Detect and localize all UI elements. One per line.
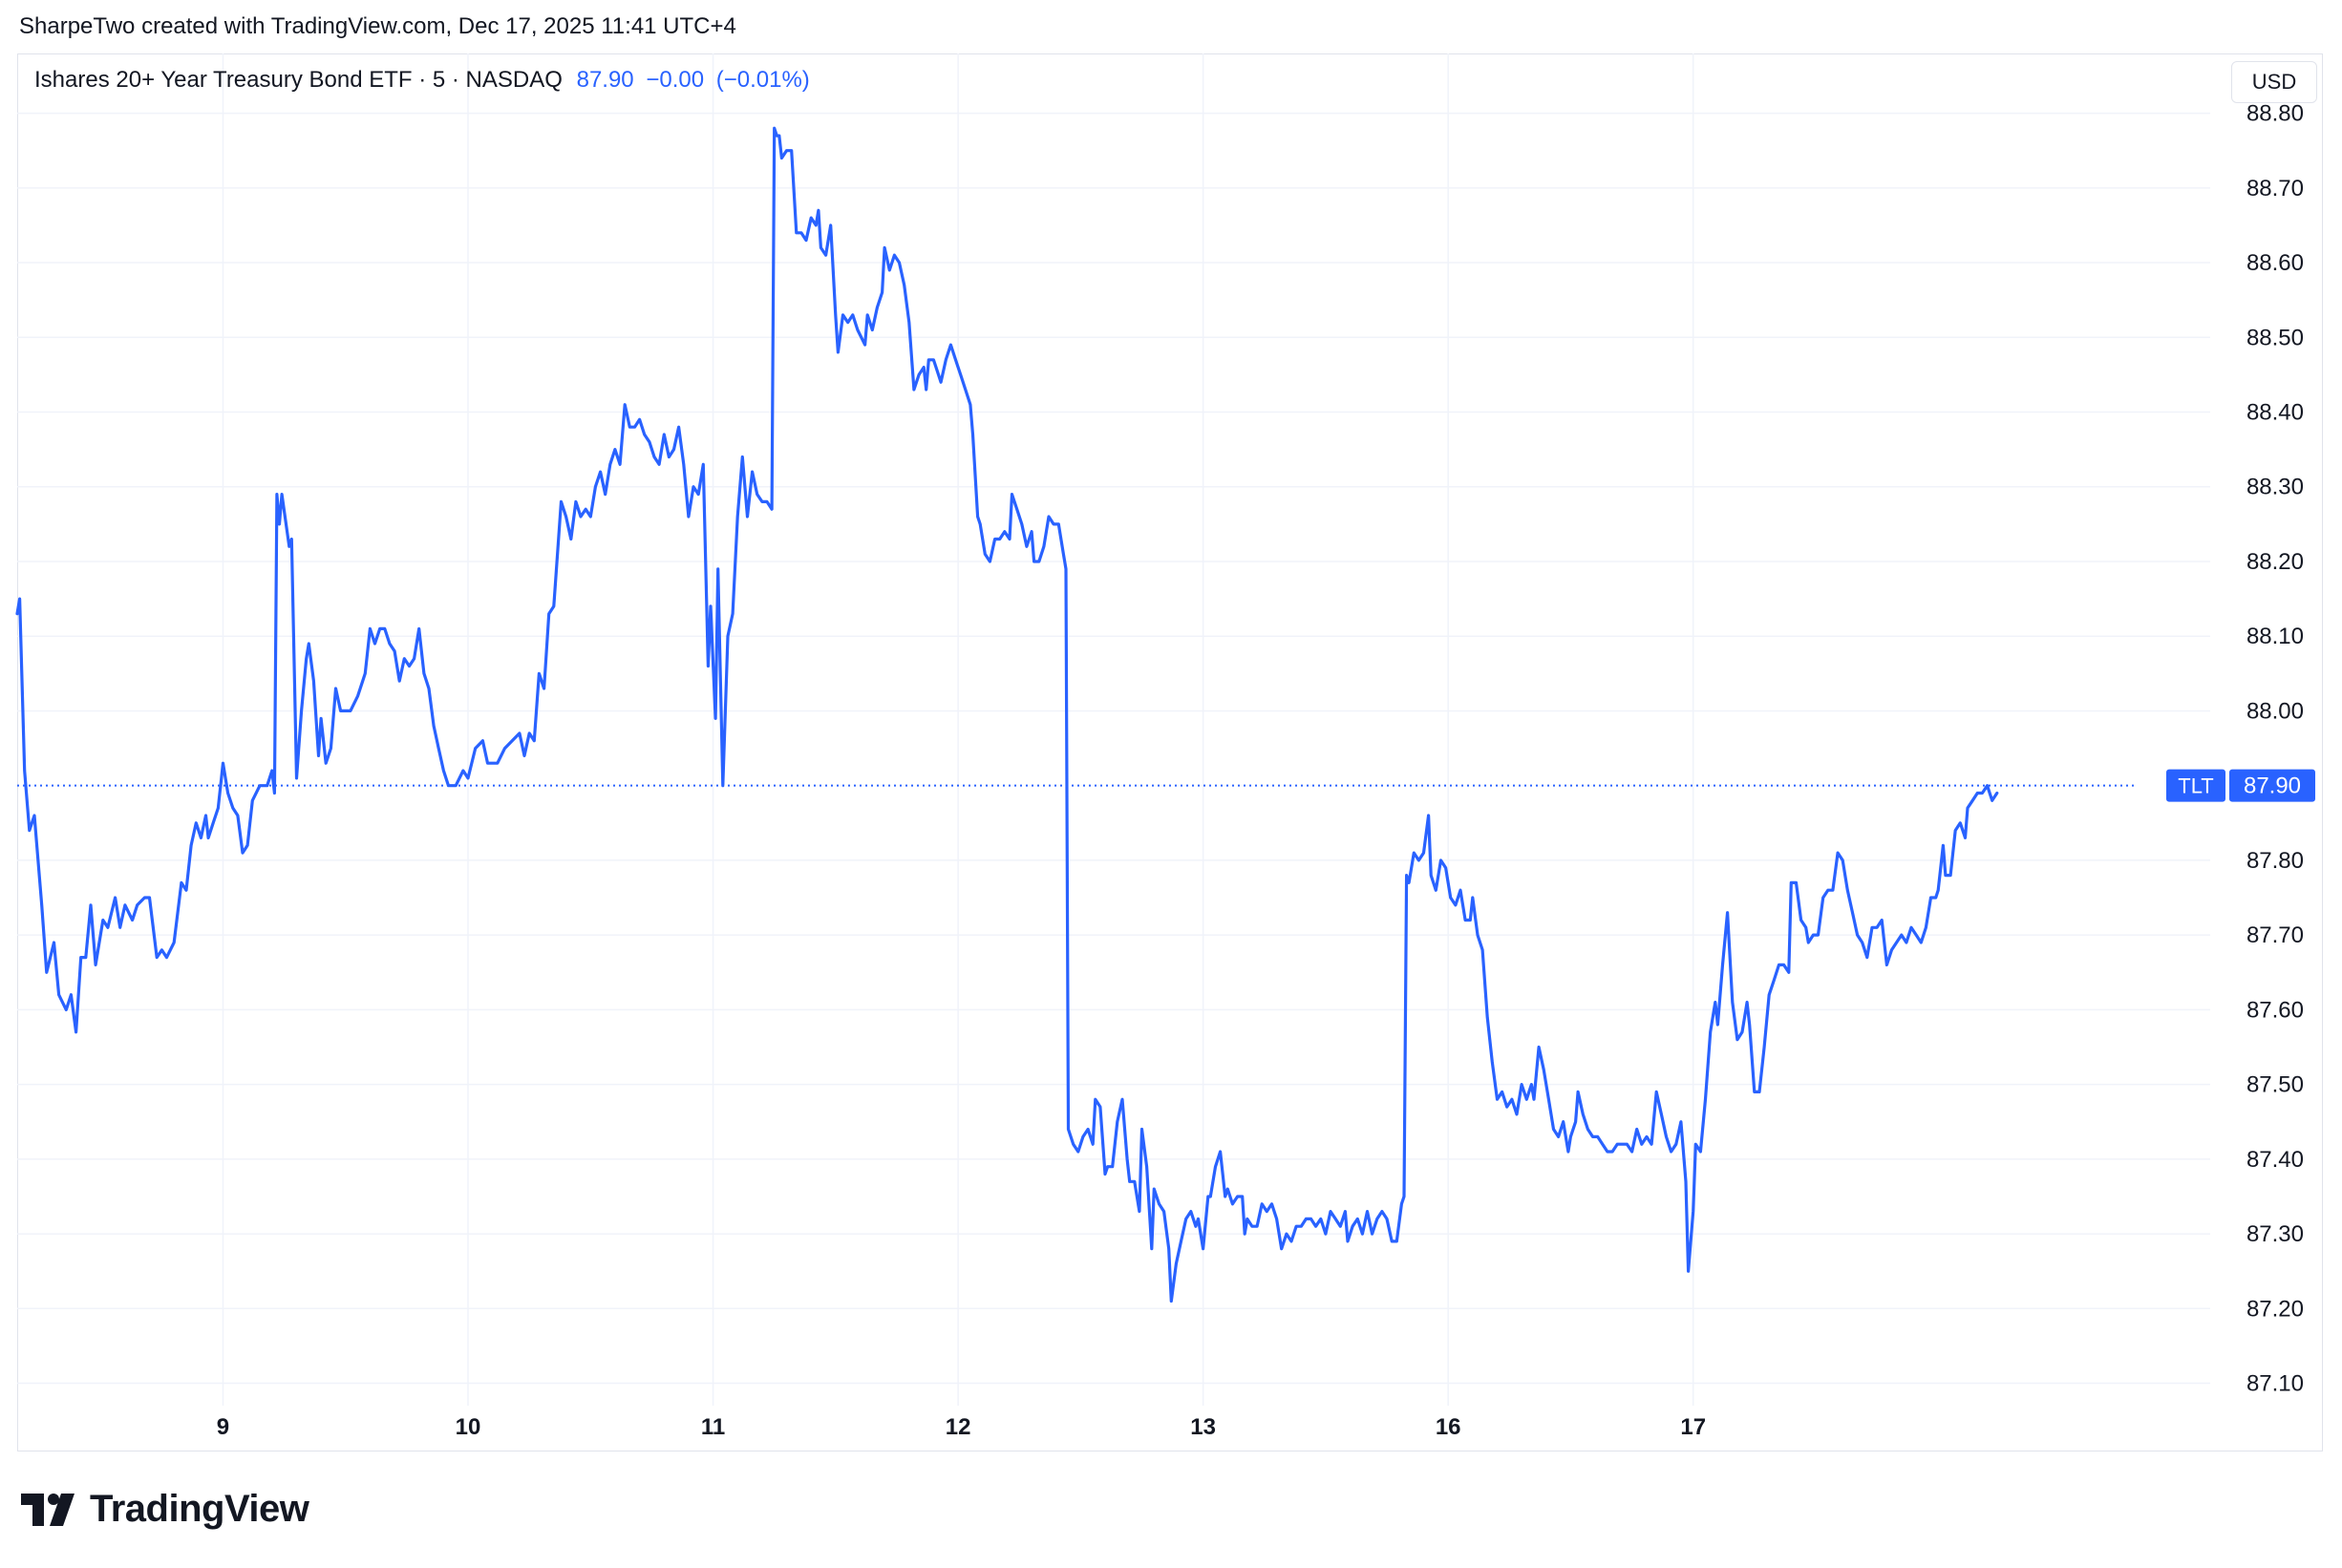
y-tick-label: 88.60 (2246, 250, 2304, 276)
chart-frame (17, 53, 2323, 1451)
x-tick-label: 16 (1436, 1414, 1461, 1440)
symbol-legend: Ishares 20+ Year Treasury Bond ETF · 5 ·… (34, 67, 816, 94)
y-tick-label: 88.80 (2246, 101, 2304, 127)
x-tick-label: 13 (1190, 1414, 1216, 1440)
legend-values: 87.90 −0.00 (−0.01%) (577, 67, 816, 93)
price-tag-label: 87.90 (2244, 773, 2301, 799)
price-tag (2229, 769, 2315, 802)
y-tick-label: 88.40 (2246, 400, 2304, 426)
y-tick-label: 88.00 (2246, 698, 2304, 724)
y-tick-label: 87.20 (2246, 1296, 2304, 1322)
symbol-name: Ishares 20+ Year Treasury Bond ETF · 5 ·… (34, 67, 563, 93)
price-series-line[interactable] (15, 126, 1999, 1303)
y-tick-label: 88.50 (2246, 325, 2304, 350)
symbol-tag-label: TLT (2178, 774, 2213, 798)
y-tick-label: 87.50 (2246, 1072, 2304, 1098)
y-tick-label: 87.80 (2246, 848, 2304, 874)
symbol-tag (2166, 769, 2225, 802)
y-tick-label: 88.30 (2246, 475, 2304, 500)
tradingview-logo[interactable]: TradingView (21, 1488, 309, 1531)
y-tick-label: 87.30 (2246, 1221, 2304, 1247)
x-tick-label: 17 (1680, 1414, 1706, 1440)
x-tick-label: 10 (456, 1414, 481, 1440)
series (15, 126, 1999, 1303)
tradingview-logo-icon (21, 1493, 75, 1526)
y-tick-label: 88.10 (2246, 624, 2304, 649)
y-tick-label: 88.70 (2246, 176, 2304, 201)
chart-credit: SharpeTwo created with TradingView.com, … (19, 13, 736, 39)
x-tick-label: 9 (217, 1414, 229, 1440)
currency-button[interactable]: USD (2231, 61, 2317, 103)
y-tick-label: 87.70 (2246, 922, 2304, 948)
axes: 88.80 88.70 88.60 88.50 88.40 88.30 88.20 88.10… (217, 101, 2304, 1440)
y-tick-label: 87.40 (2246, 1147, 2304, 1173)
brand-name: TradingView (90, 1488, 309, 1530)
y-tick-label: 87.60 (2246, 997, 2304, 1023)
last-price: 87.90 (576, 67, 634, 93)
price-tags: TLT 87.90 (2166, 769, 2315, 802)
price-change-pct: (−0.01%) (715, 67, 810, 93)
x-tick-label: 11 (701, 1414, 725, 1440)
x-tick-label: 12 (946, 1414, 971, 1440)
grid-lines (17, 53, 2210, 1406)
price-change: −0.00 (646, 67, 705, 93)
y-tick-label: 88.20 (2246, 549, 2304, 575)
y-tick-label: 87.10 (2246, 1371, 2304, 1397)
